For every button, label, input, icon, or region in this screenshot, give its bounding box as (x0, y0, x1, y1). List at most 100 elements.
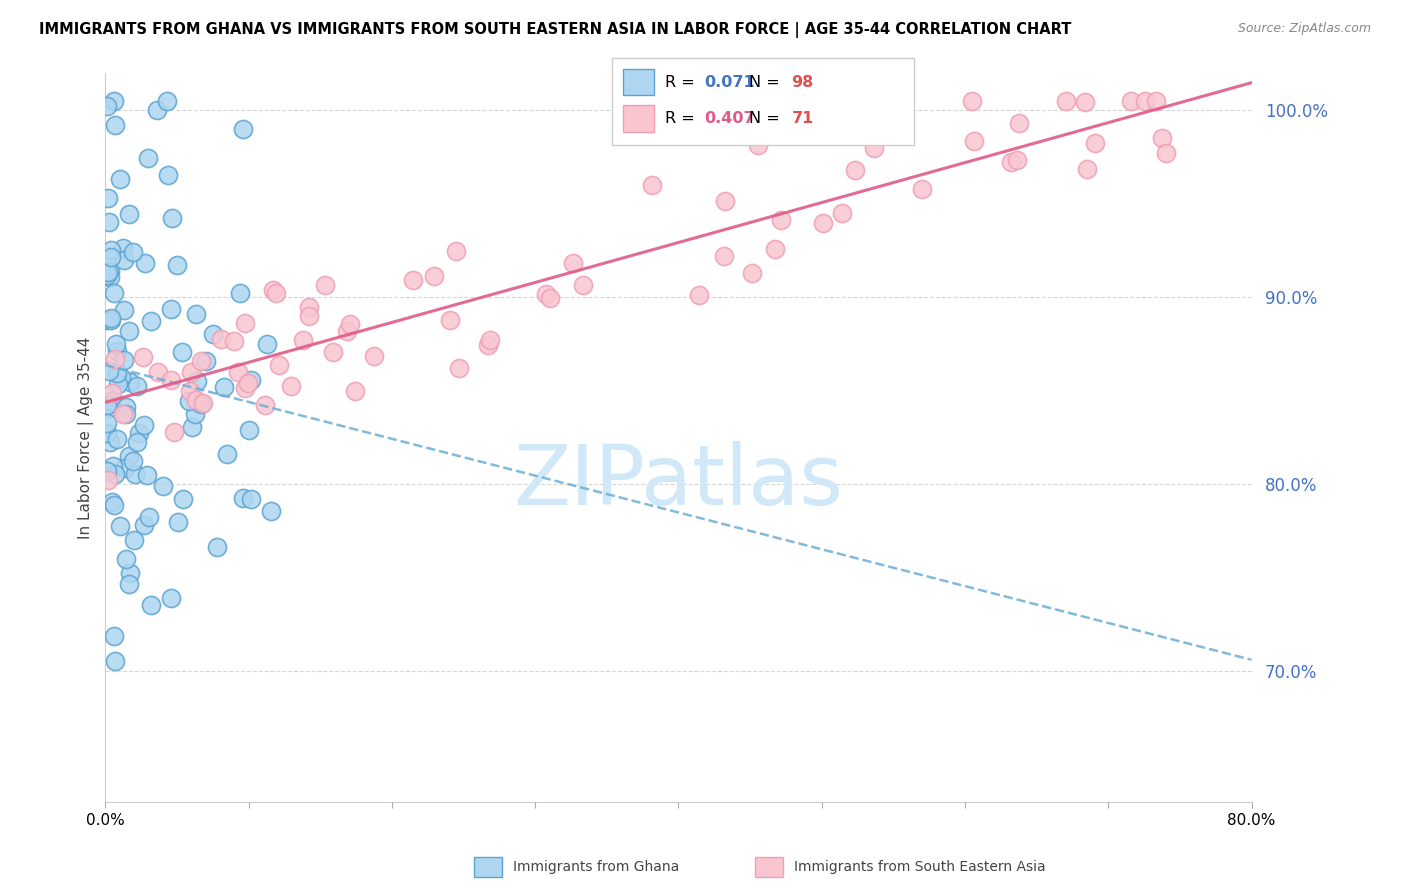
Point (125, 379, 148, 393)
Text: N =: N = (749, 75, 786, 89)
Point (763, 242, 786, 256)
Point (159, 591, 181, 606)
Point (160, 211, 183, 226)
Point (98, 364, 121, 378)
Point (831, 206, 853, 220)
Point (160, 301, 183, 316)
Text: 98: 98 (792, 75, 814, 89)
Point (104, 337, 127, 351)
Text: IMMIGRANTS FROM GHANA VS IMMIGRANTS FROM SOUTH EASTERN ASIA IN LABOR FORCE | AGE: IMMIGRANTS FROM GHANA VS IMMIGRANTS FROM… (39, 22, 1071, 38)
Point (298, 300, 321, 314)
Point (100, 313, 122, 327)
Point (157, 168, 180, 182)
Point (256, 336, 278, 351)
Point (215, 447, 238, 461)
Point (122, 533, 145, 547)
Point (96, 98, 118, 112)
Point (96, 426, 118, 441)
Point (160, 373, 183, 387)
Point (132, 351, 155, 365)
Text: Source: ZipAtlas.com: Source: ZipAtlas.com (1237, 22, 1371, 36)
Point (713, 249, 735, 263)
Point (402, 272, 425, 286)
Point (118, 207, 141, 221)
Point (1054, 94, 1077, 108)
Point (209, 333, 232, 347)
Point (112, 353, 135, 368)
Point (226, 365, 249, 379)
Point (363, 350, 385, 364)
Point (166, 259, 188, 273)
Point (239, 492, 262, 507)
Point (336, 324, 359, 338)
Point (1076, 162, 1098, 177)
Point (170, 344, 193, 359)
Point (100, 243, 122, 257)
Point (444, 244, 467, 258)
Point (141, 599, 163, 613)
Point (118, 576, 141, 591)
Point (262, 284, 284, 298)
Point (96, 267, 118, 281)
Point (111, 407, 134, 421)
Point (118, 566, 141, 580)
Point (1084, 136, 1107, 150)
Point (232, 491, 254, 506)
Point (713, 194, 735, 208)
Point (152, 479, 174, 493)
Point (1007, 116, 1029, 130)
Point (110, 370, 132, 384)
Point (844, 163, 866, 178)
Point (136, 151, 159, 165)
Point (963, 134, 986, 148)
Point (233, 381, 256, 395)
Point (101, 386, 124, 401)
Point (179, 394, 201, 409)
Text: Immigrants from Ghana: Immigrants from Ghana (513, 860, 679, 874)
Point (138, 510, 160, 524)
Point (224, 334, 246, 349)
Point (114, 400, 136, 414)
Point (96, 464, 118, 478)
Point (232, 122, 254, 136)
Point (1000, 155, 1022, 169)
Text: N =: N = (749, 112, 786, 126)
Point (104, 118, 127, 132)
Point (811, 216, 834, 230)
Point (769, 213, 792, 227)
Point (100, 393, 122, 408)
Point (641, 178, 664, 192)
Point (741, 267, 763, 281)
Point (97, 215, 120, 229)
Point (111, 241, 134, 255)
Point (1121, 94, 1143, 108)
Point (239, 373, 262, 387)
Point (114, 407, 136, 421)
Point (254, 398, 277, 412)
Point (478, 333, 501, 347)
Point (166, 516, 188, 530)
Point (146, 365, 169, 379)
Point (97, 474, 120, 488)
Point (291, 333, 314, 347)
Point (132, 518, 155, 533)
Point (863, 141, 886, 155)
Point (124, 467, 146, 482)
Point (238, 423, 260, 437)
Point (105, 432, 128, 446)
Point (127, 434, 149, 449)
Point (100, 250, 122, 264)
Point (112, 252, 135, 267)
Point (132, 417, 155, 432)
Point (128, 426, 150, 441)
Point (572, 277, 595, 292)
Point (343, 384, 366, 398)
Point (156, 94, 179, 108)
Point (186, 374, 208, 388)
Point (96, 398, 118, 412)
Text: R =: R = (665, 75, 700, 89)
Point (229, 285, 252, 300)
Point (314, 277, 336, 292)
Point (104, 467, 127, 481)
Point (1144, 94, 1167, 108)
